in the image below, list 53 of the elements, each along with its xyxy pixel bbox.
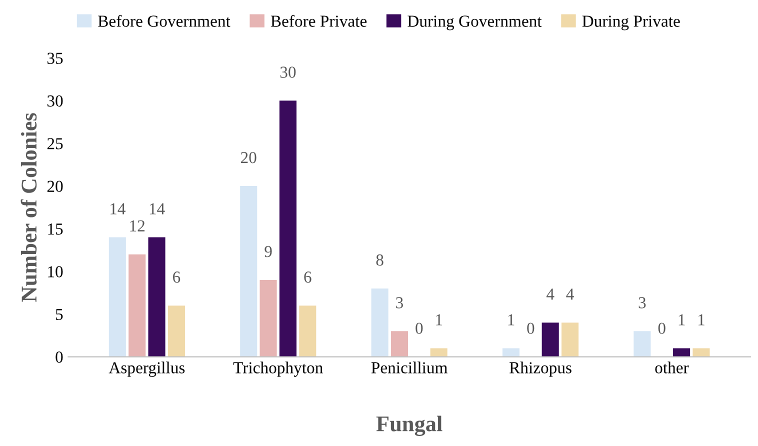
data-label: 3 — [396, 297, 403, 308]
data-label: 9 — [264, 246, 272, 258]
data-label: 1 — [698, 314, 704, 326]
y-tick-label: 10 — [48, 266, 63, 278]
bar — [299, 306, 316, 357]
bar — [279, 100, 296, 357]
bar — [260, 280, 277, 357]
data-label: 8 — [376, 254, 384, 266]
data-label: 1 — [678, 314, 685, 326]
data-label: 4 — [546, 288, 554, 300]
y-tick-label: 35 — [47, 52, 63, 64]
x-tick-label: Trichophyton — [233, 362, 323, 377]
y-axis-title: Number of Colonies — [20, 113, 37, 302]
y-tick-label: 30 — [47, 95, 63, 107]
data-label: 20 — [241, 152, 256, 164]
data-label: 6 — [304, 272, 312, 283]
bar — [371, 288, 388, 357]
data-label: 14 — [110, 203, 126, 214]
bar — [390, 331, 408, 357]
legend-label: Before Government — [98, 14, 230, 27]
y-tick-label: 5 — [56, 308, 63, 320]
y-tick-label: 0 — [56, 352, 63, 363]
legend-label: Before Private — [270, 14, 367, 27]
data-label: 0 — [658, 322, 666, 334]
data-label: 0 — [527, 322, 534, 334]
x-tick-label: other — [655, 362, 689, 374]
bar — [634, 331, 651, 357]
data-label: 0 — [416, 322, 423, 334]
bar — [692, 348, 710, 357]
legend-label: During Government — [408, 16, 542, 30]
bar — [108, 237, 126, 357]
data-label: 1 — [436, 314, 442, 326]
data-label: 14 — [150, 203, 165, 214]
x-tick-label: Penicillium — [371, 362, 448, 374]
bar — [240, 186, 258, 357]
data-label: 6 — [173, 272, 180, 283]
bar — [168, 306, 185, 357]
y-tick-label: 25 — [47, 138, 63, 150]
x-tick-label: Rhizopus — [510, 362, 572, 377]
y-tick-label: 20 — [47, 180, 63, 192]
bar — [562, 322, 579, 357]
data-label: 1 — [508, 314, 514, 326]
data-label: 12 — [130, 220, 145, 232]
data-label: 3 — [638, 297, 646, 308]
x-tick-label: Aspergillus — [108, 362, 185, 377]
bar — [148, 237, 166, 357]
bar — [542, 322, 559, 357]
data-label: 30 — [280, 66, 296, 78]
legend-label: During Private — [582, 16, 680, 30]
data-label: 4 — [566, 288, 574, 300]
bar — [128, 254, 146, 357]
x-axis-title: Fungal — [376, 416, 442, 436]
y-tick-label: 15 — [48, 224, 63, 235]
